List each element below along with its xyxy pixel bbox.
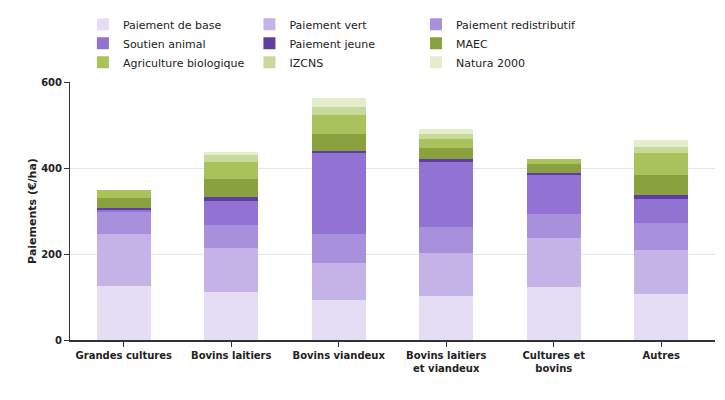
svg-text:Natura 2000: Natura 2000 xyxy=(456,57,525,70)
svg-text:Paiement redistributif: Paiement redistributif xyxy=(456,19,576,32)
svg-text:Paiement vert: Paiement vert xyxy=(289,19,367,32)
svg-text:Autres: Autres xyxy=(643,350,680,361)
svg-text:200: 200 xyxy=(41,249,62,260)
svg-text:Soutien animal: Soutien animal xyxy=(123,38,206,51)
svg-text:Agriculture biologique: Agriculture biologique xyxy=(123,57,245,70)
svg-text:400: 400 xyxy=(41,163,62,174)
svg-text:Grandes cultures: Grandes cultures xyxy=(76,350,172,361)
svg-text:Paiement de base: Paiement de base xyxy=(123,19,222,32)
svg-text:IZCNS: IZCNS xyxy=(289,57,323,70)
svg-text:Paiements (€/ha): Paiements (€/ha) xyxy=(26,158,39,264)
svg-text:Paiement jeune: Paiement jeune xyxy=(289,38,375,51)
svg-text:600: 600 xyxy=(41,77,62,88)
svg-text:0: 0 xyxy=(55,335,62,346)
svg-text:Bovins laitiers: Bovins laitiers xyxy=(191,350,272,361)
svg-text:MAEC: MAEC xyxy=(456,38,488,51)
svg-text:Cultures etbovins: Cultures etbovins xyxy=(523,350,586,374)
svg-text:Bovins viandeux: Bovins viandeux xyxy=(293,350,386,361)
svg-text:Bovins laitierset viandeux: Bovins laitierset viandeux xyxy=(406,350,487,374)
